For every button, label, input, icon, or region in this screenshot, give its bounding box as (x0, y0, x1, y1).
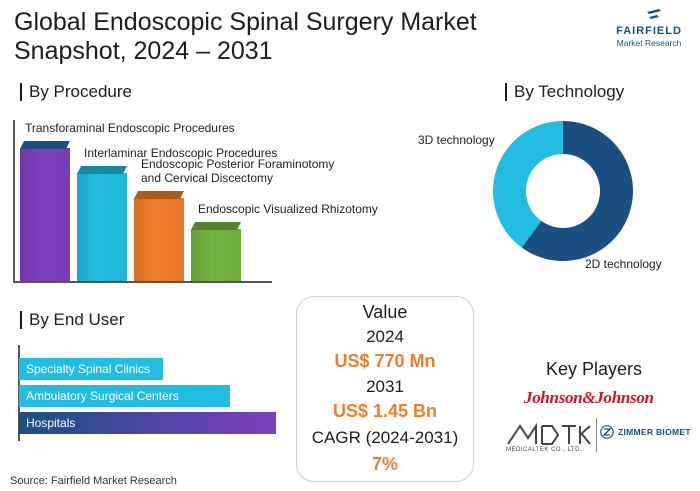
medicaltek-subtitle: MEDICALTEK CO., LTD. (506, 447, 583, 453)
procedure-bar (77, 166, 127, 281)
procedure-bar-label: Endoscopic Posterior Foraminotomy and Cer… (141, 157, 334, 185)
cagr-value: 7% (371, 454, 398, 474)
procedure-heading: By Procedure (20, 83, 132, 101)
procedure-label-line: and Cervical Discectomy (141, 171, 274, 185)
procedure-bar-label: Interlaminar Endoscopic Procedures (84, 146, 277, 160)
procedure-bar (134, 191, 184, 281)
procedure-bar-top (134, 191, 184, 199)
tech-label-2d: 2D technology (585, 257, 662, 271)
zimmer-biomet-logo: ZIMMER BIOMET (600, 425, 691, 439)
end-user-bar: Specialty Spinal Clinics (19, 358, 163, 380)
end-user-heading: By End User (20, 311, 124, 329)
end-user-bar-label: Hospitals (26, 416, 76, 430)
value-box: Value 2024 US$ 770 Mn 2031 US$ 1.45 Bn C… (296, 296, 474, 482)
procedure-y-axis (13, 120, 15, 282)
cagr-label: CAGR (2024-2031) (311, 428, 459, 447)
procedure-bar-top (77, 166, 127, 174)
tech-label-3d: 3D technology (418, 133, 495, 147)
medicaltek-logo (507, 422, 591, 445)
procedure-bar-face (77, 173, 127, 281)
logo-name: FAIRFIELD (616, 25, 682, 37)
procedure-label-line: Endoscopic Visualized Rhizotomy (198, 202, 378, 216)
end-user-y-axis (18, 345, 20, 441)
end-user-bar: Ambulatory Surgical Centers (19, 385, 230, 407)
technology-slice (521, 121, 633, 261)
zimmer-z-icon (600, 425, 614, 439)
end-user-bar-label: Specialty Spinal Clinics (26, 362, 151, 376)
technology-donut (492, 120, 634, 262)
procedure-bar-top (20, 141, 70, 149)
page-title: Global Endoscopic Spinal Surgery Market … (14, 8, 534, 66)
value-year-2024: 2024 (366, 327, 404, 346)
key-players-heading: Key Players (546, 359, 643, 379)
procedure-bar-label: Transforaminal Endoscopic Procedures (25, 121, 235, 135)
technology-heading: By Technology (505, 83, 624, 101)
logo-subtitle: Market Research (616, 38, 682, 48)
value-2024: US$ 770 Mn (334, 351, 436, 371)
technology-donut-svg (493, 121, 633, 261)
johnson-johnson-logo: Johnson&Johnson (524, 388, 654, 408)
fairfield-logo: FAIRFIELD Market Research (604, 8, 694, 52)
fairfield-mark-icon (647, 9, 661, 19)
value-heading: Value (362, 302, 408, 322)
title-line-2: Snapshot, 2024 – 2031 (14, 37, 273, 65)
technology-slice (493, 121, 563, 248)
procedure-bar-label: Endoscopic Visualized Rhizotomy (198, 202, 378, 216)
value-2031: US$ 1.45 Bn (332, 401, 438, 421)
procedure-bar-face (191, 229, 241, 281)
procedure-label-line: Transforaminal Endoscopic Procedures (25, 121, 235, 135)
procedure-bar-face (20, 148, 70, 281)
key-players-divider (596, 418, 597, 452)
procedure-bar-top (191, 222, 241, 230)
value-year-2031: 2031 (366, 377, 404, 396)
johnson-johnson-wordmark: Johnson&Johnson (524, 388, 654, 407)
zimmer-wordmark: ZIMMER BIOMET (618, 427, 691, 437)
procedure-x-axis (13, 281, 272, 283)
end-user-bar: Hospitals (19, 412, 276, 434)
procedure-label-line: Interlaminar Endoscopic Procedures (84, 146, 278, 160)
procedure-label-line: Endoscopic Posterior Foraminotomy (141, 157, 335, 171)
procedure-bar (191, 222, 241, 281)
procedure-bar (20, 141, 70, 281)
procedure-bar-face (134, 198, 184, 281)
end-user-bar-label: Ambulatory Surgical Centers (26, 389, 179, 403)
title-line-1: Global Endoscopic Spinal Surgery Market (14, 8, 477, 36)
source-note: Source: Fairfield Market Research (10, 475, 177, 487)
